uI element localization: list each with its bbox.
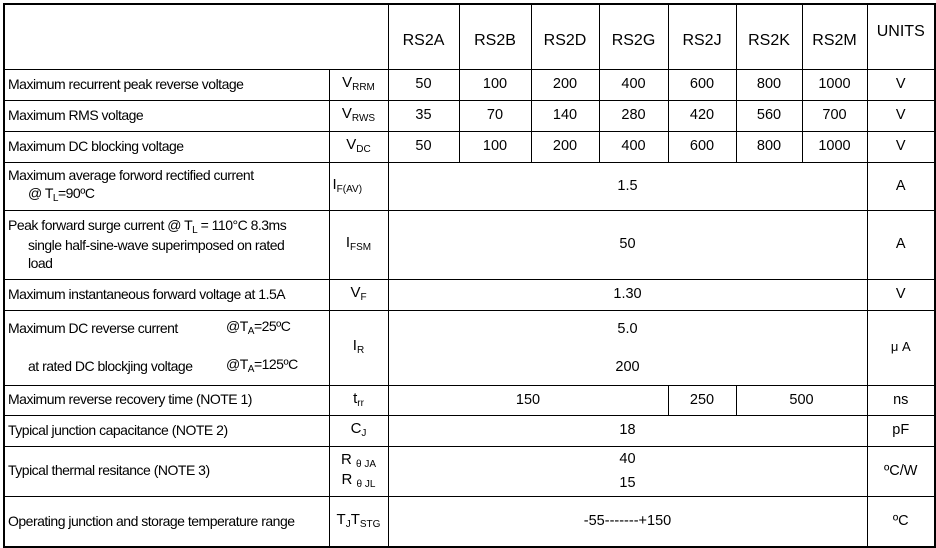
- value: 800: [735, 130, 803, 163]
- value: 140: [530, 99, 600, 132]
- value: 1.5: [387, 161, 868, 211]
- header-blank: [3, 3, 389, 70]
- value: 280: [598, 99, 669, 132]
- symbol: trr: [328, 384, 389, 416]
- value: 700: [801, 99, 868, 132]
- value: 150: [387, 384, 669, 416]
- param-label: Maximum instantaneous forward voltage at…: [3, 278, 330, 311]
- param-label: Maximum DC blocking voltage: [3, 130, 330, 163]
- value: 600: [667, 130, 737, 163]
- symbol: TJTSTG: [328, 495, 389, 548]
- unit: pF: [866, 414, 936, 447]
- value: 100: [458, 130, 532, 163]
- symbol: VRWS: [328, 99, 389, 132]
- table-row-vrms: Maximum RMS voltage VRWS 35 70 140 280 4…: [3, 99, 936, 132]
- value: 600: [667, 68, 737, 101]
- value: 35: [387, 99, 460, 132]
- value: 100: [458, 68, 532, 101]
- table-row-vf: Maximum instantaneous forward voltage at…: [3, 278, 936, 311]
- part-header: RS2K: [735, 3, 803, 70]
- table-row-ifav: Maximum average forword rectified curren…: [3, 161, 936, 211]
- value: 5.0 200: [387, 309, 868, 386]
- table-row-vrrm: Maximum recurrent peak reverse voltage V…: [3, 68, 936, 101]
- value: 400: [598, 68, 669, 101]
- value: 1.30: [387, 278, 868, 311]
- param-label: Typical junction capacitance (NOTE 2): [3, 414, 330, 447]
- part-header: RS2G: [598, 3, 669, 70]
- value: 18: [387, 414, 868, 447]
- unit: A: [866, 161, 936, 211]
- value: 50: [387, 68, 460, 101]
- unit: μ A: [866, 309, 936, 386]
- value: 400: [598, 130, 669, 163]
- param-label: Typical thermal resitance (NOTE 3): [3, 445, 330, 497]
- value: 1000: [801, 68, 868, 101]
- unit: V: [866, 99, 936, 132]
- value: 200: [530, 130, 600, 163]
- value: 200: [530, 68, 600, 101]
- value: 560: [735, 99, 803, 132]
- value: 50: [387, 209, 868, 280]
- part-header: RS2A: [387, 3, 460, 70]
- symbol: IFSM: [328, 209, 389, 280]
- unit: ºC/W: [866, 445, 936, 497]
- symbol: CJ: [328, 414, 389, 447]
- table-row-ifsm: Peak forward surge current @ TL = 110°C …: [3, 209, 936, 280]
- unit: ºC: [866, 495, 936, 548]
- value: 40 15: [387, 445, 868, 497]
- param-label: Peak forward surge current @ TL = 110°C …: [3, 209, 330, 280]
- value: 420: [667, 99, 737, 132]
- param-label: Maximum recurrent peak reverse voltage: [3, 68, 330, 101]
- table-row-rth: Typical thermal resitance (NOTE 3) R θ J…: [3, 445, 936, 497]
- value: 50: [387, 130, 460, 163]
- value: 250: [667, 384, 737, 416]
- symbol: R θ JA R θ JL: [328, 445, 389, 497]
- param-label: Maximum DC reverse current @TA=25ºC at ra…: [3, 309, 330, 386]
- symbol: VRRM: [328, 68, 389, 101]
- part-header: RS2M: [801, 3, 868, 70]
- symbol: VF: [328, 278, 389, 311]
- value: 70: [458, 99, 532, 132]
- unit: V: [866, 68, 936, 101]
- value: -55-------+150: [387, 495, 868, 548]
- unit: V: [866, 130, 936, 163]
- table-row-tj: Operating junction and storage temperatu…: [3, 495, 936, 548]
- table-row-trr: Maximum reverse recovery time (NOTE 1) t…: [3, 384, 936, 416]
- value: 500: [735, 384, 868, 416]
- part-header: RS2D: [530, 3, 600, 70]
- part-header: RS2J: [667, 3, 737, 70]
- param-label: Maximum reverse recovery time (NOTE 1): [3, 384, 330, 416]
- units-header: UNITS: [866, 3, 936, 70]
- param-label: Maximum average forword rectified curren…: [3, 161, 330, 211]
- value: 800: [735, 68, 803, 101]
- unit: V: [866, 278, 936, 311]
- symbol: IR: [328, 309, 389, 386]
- symbol: VDC: [328, 130, 389, 163]
- part-header: RS2B: [458, 3, 532, 70]
- table-row-ir: Maximum DC reverse current @TA=25ºC at ra…: [3, 309, 936, 386]
- table-row-vdc: Maximum DC blocking voltage VDC 50 100 2…: [3, 130, 936, 163]
- value: 1000: [801, 130, 868, 163]
- symbol: IF(AV): [328, 161, 389, 211]
- param-label: Operating junction and storage temperatu…: [3, 495, 330, 548]
- param-label: Maximum RMS voltage: [3, 99, 330, 132]
- unit: A: [866, 209, 936, 280]
- ratings-table: RS2A RS2B RS2D RS2G RS2J RS2K RS2M UNITS…: [3, 3, 936, 548]
- header-row: RS2A RS2B RS2D RS2G RS2J RS2K RS2M UNITS: [3, 3, 936, 70]
- unit: ns: [866, 384, 936, 416]
- table-row-cj: Typical junction capacitance (NOTE 2) CJ…: [3, 414, 936, 447]
